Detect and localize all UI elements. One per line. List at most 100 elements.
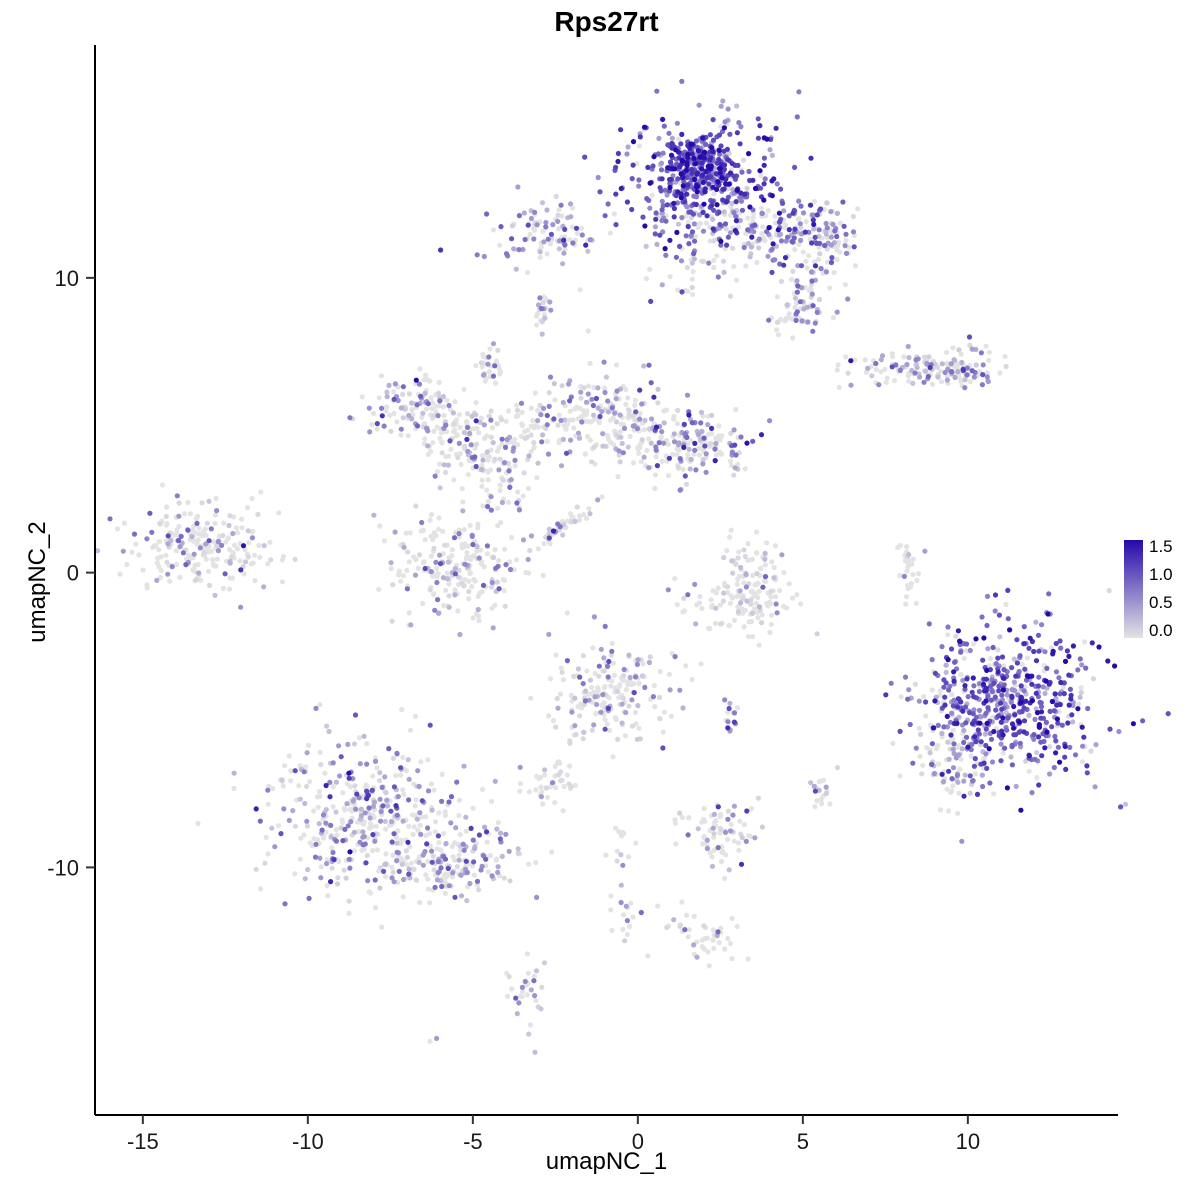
data-point: [436, 515, 442, 521]
data-point: [747, 204, 753, 210]
data-point: [837, 220, 844, 226]
data-point: [525, 556, 531, 563]
data-point: [758, 620, 765, 626]
data-point: [417, 366, 423, 372]
data-point: [695, 431, 702, 438]
data-point: [507, 484, 513, 490]
data-point: [412, 713, 418, 720]
data-point: [1008, 699, 1014, 705]
data-point: [415, 768, 421, 774]
data-point: [553, 193, 559, 199]
data-point: [991, 728, 997, 735]
data-point: [679, 215, 685, 221]
data-point: [1039, 622, 1045, 628]
data-point: [1024, 673, 1030, 679]
data-point: [952, 659, 958, 665]
data-point: [164, 559, 170, 565]
data-point: [744, 808, 750, 814]
data-point: [660, 729, 666, 735]
data-point: [632, 709, 639, 716]
data-point: [429, 511, 435, 518]
data-point: [203, 556, 209, 562]
data-point: [1022, 666, 1028, 672]
data-point: [812, 234, 818, 240]
data-point: [675, 464, 682, 470]
data-point: [163, 522, 170, 528]
data-point: [413, 503, 419, 509]
data-point: [454, 864, 460, 870]
data-point: [729, 200, 735, 206]
data-point: [492, 778, 498, 784]
data-point: [595, 497, 601, 503]
data-point: [488, 584, 495, 590]
data-point: [560, 399, 566, 406]
data-point: [641, 427, 647, 433]
data-point: [525, 970, 531, 976]
data-point: [756, 642, 762, 648]
data-point: [393, 834, 399, 841]
data-point: [948, 361, 954, 367]
data-point: [996, 688, 1002, 694]
data-point: [663, 218, 669, 224]
data-point: [462, 577, 468, 583]
data-point: [816, 256, 822, 262]
data-point: [905, 373, 911, 379]
data-point: [732, 465, 738, 471]
data-point: [796, 241, 802, 247]
data-point: [727, 622, 733, 628]
data-point: [618, 185, 624, 192]
data-point: [660, 116, 666, 122]
data-point: [962, 385, 968, 391]
data-point: [615, 158, 621, 165]
data-point: [206, 582, 213, 589]
data-point: [706, 181, 712, 187]
data-point: [653, 210, 659, 216]
data-point: [203, 541, 209, 547]
data-point: [448, 794, 455, 800]
data-point: [758, 172, 764, 179]
data-point: [212, 512, 218, 518]
data-point: [394, 840, 400, 846]
data-point: [1007, 627, 1013, 633]
data-point: [665, 587, 671, 593]
data-point: [394, 750, 400, 757]
data-point: [723, 199, 729, 205]
data-point: [435, 526, 442, 532]
data-point: [237, 558, 243, 564]
data-point: [711, 207, 717, 213]
data-point: [446, 883, 452, 889]
data-point: [196, 525, 202, 531]
data-point: [163, 552, 169, 558]
data-point: [759, 205, 765, 211]
data-point: [425, 858, 431, 864]
data-point: [318, 762, 324, 768]
data-point: [720, 186, 726, 192]
data-point: [457, 424, 463, 431]
data-point: [388, 560, 394, 566]
data-point: [665, 441, 671, 447]
data-point: [587, 510, 593, 517]
data-point: [568, 692, 574, 699]
data-point: [701, 155, 707, 161]
data-point: [1009, 687, 1015, 693]
data-point: [958, 756, 964, 762]
data-point: [730, 570, 736, 576]
data-point: [555, 422, 561, 428]
data-point: [694, 189, 700, 195]
data-point: [414, 816, 420, 822]
data-point: [691, 913, 697, 919]
data-point: [437, 485, 443, 491]
data-point: [541, 294, 547, 300]
data-point: [724, 242, 730, 248]
data-point: [439, 771, 445, 778]
data-point: [311, 808, 317, 814]
data-point: [914, 365, 920, 371]
data-point: [834, 309, 840, 315]
data-point: [804, 265, 810, 271]
data-point: [939, 644, 945, 650]
data-point: [617, 412, 623, 418]
data-point: [684, 434, 690, 440]
data-point: [1019, 661, 1025, 668]
data-point: [680, 466, 686, 472]
data-point: [625, 395, 631, 401]
